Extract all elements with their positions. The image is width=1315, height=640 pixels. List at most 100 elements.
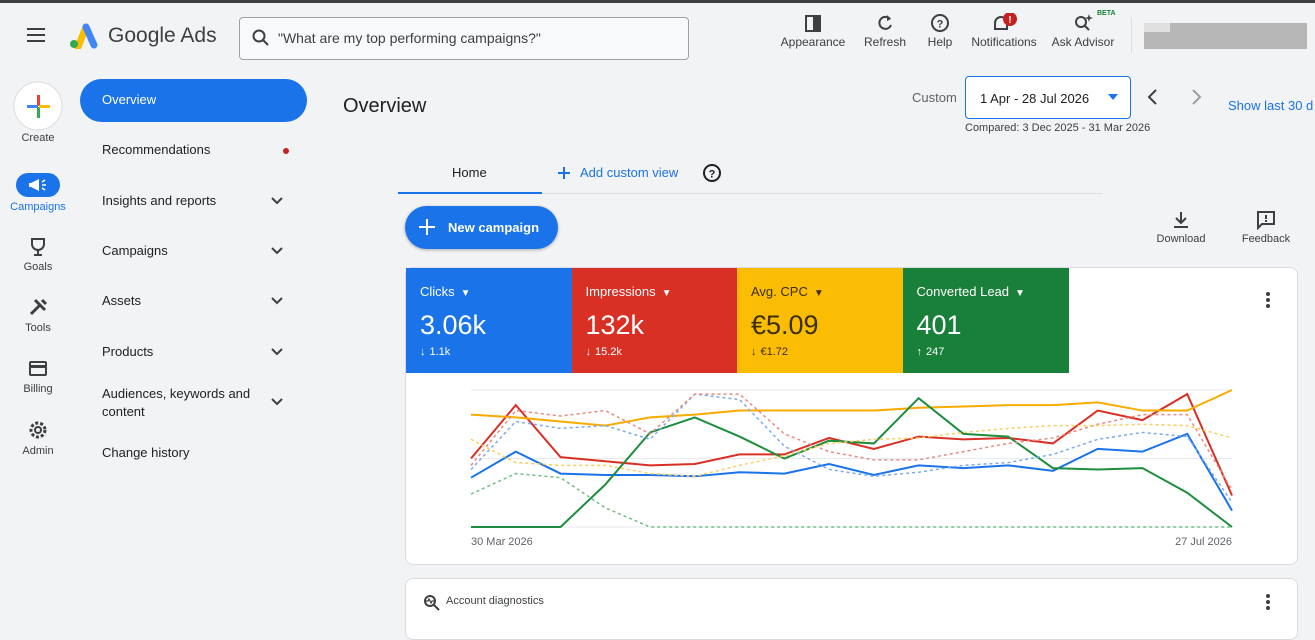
icon [1075,14,1093,31]
metric-label: Converted Lead [916,284,1010,299]
diagnostics-title: Account diagnostics [446,595,544,607]
performance-chart: 30 Mar 2026 27 Jul 2026 [470,389,1233,548]
nav-item[interactable]: Change history [102,445,190,460]
nav-item[interactable]: Assets [102,293,142,308]
icon [29,361,47,376]
dropdown-arrow: ▼ [460,288,471,299]
more-menu[interactable] [1262,291,1274,309]
tab-indicator [398,192,542,194]
top-border [0,0,1315,3]
tools-button[interactable]: Tools [0,297,76,334]
metric-label: Impressions [585,284,656,299]
account-redacted-edge [1144,23,1170,32]
metric-name: Clicks ▼ [420,284,471,299]
date-picker[interactable]: 1 Apr - 28 Jul 2026 [965,76,1131,119]
admin-button[interactable]: Admin [0,420,76,457]
dropdown-arrow: ▼ [661,288,672,299]
icon [31,238,45,256]
goals-button[interactable]: Goals [0,236,76,273]
metric-name: Impressions ▼ [586,284,672,299]
series-line [471,396,1233,528]
svg-text:?: ? [937,19,944,31]
dropdown-arrow: ▼ [1015,288,1025,299]
change-arrow: ↓ [420,346,426,358]
label: Refresh [863,35,907,49]
metric-tile[interactable]: Avg. CPC ▼ €5.09 ↓ €1.72 [737,268,903,373]
icon [16,173,60,197]
metric-change: ↑ 247 [917,346,945,358]
new-campaign-button[interactable]: New campaign [405,206,558,249]
nav-item[interactable]: Overview [102,92,157,107]
campaigns-button[interactable]: Campaigns [0,173,76,213]
dropdown-arrow [1108,94,1118,100]
diagnostics-icon [424,595,440,611]
icon [805,15,821,32]
series-line [470,423,1233,478]
date-label: Custom [912,90,957,105]
tab[interactable]: Home [452,165,487,180]
icon [13,81,63,131]
show-last-link[interactable]: Show last 30 d [1228,98,1314,113]
metric-tile[interactable]: Converted Lead ▼ 401 ↑ 247 [902,268,1069,373]
appearance-button[interactable]: Appearance [773,13,853,49]
change-value: 247 [926,346,945,358]
alert-dot [283,148,289,154]
nav-selected[interactable] [80,79,307,122]
metric-label: Clicks [420,284,455,299]
create-button[interactable]: Create [0,80,76,144]
x-tick-label: 27 Jul 2026 [1175,536,1232,548]
series-line [470,393,1233,491]
help-button[interactable]: ? Help [900,13,980,49]
next-button[interactable] [1189,88,1203,106]
help-icon[interactable]: ? [702,163,722,183]
label: Tools [25,322,51,334]
metric-change: ↓ €1.72 [751,346,788,358]
ask-advisor-button[interactable]: Ask Advisor [1043,13,1123,49]
account-redacted[interactable] [1144,23,1307,49]
change-arrow: ↓ [751,346,757,358]
tab[interactable]: Add custom view [580,165,679,180]
change-value: €1.72 [760,346,789,358]
nav-item[interactable]: Audiences, keywords and content [102,386,251,419]
prev-button[interactable] [1146,88,1160,106]
nav-item[interactable]: Products [102,344,154,359]
svg-text:?: ? [709,169,716,181]
icon [29,421,47,439]
label: Feedback [1241,233,1291,245]
product-name: Google Ads [108,24,217,47]
metric-tile[interactable]: Clicks ▼ 3.06k ↓ 1.1k [406,268,572,373]
metric-change: ↓ 15.2k [586,346,622,358]
label: Help [927,35,953,49]
series-line [470,432,1233,512]
refresh-button[interactable]: Refresh [845,13,925,49]
label: Create [21,132,55,144]
plus-icon [558,167,570,179]
label: Billing [23,383,53,395]
metric-tile[interactable]: Impressions ▼ 132k ↓ 15.2k [571,268,738,373]
series-line [470,392,1233,496]
menu-icon[interactable] [27,27,47,43]
svg-text:!: ! [1008,15,1011,26]
compared-range: Compared: 3 Dec 2025 - 31 Mar 2026 [965,122,1151,134]
nav-item[interactable]: Insights and reports [102,193,217,208]
search-placeholder: "What are my top performing campaigns?" [278,30,541,46]
notifications-button[interactable]: ! Notifications [964,13,1044,49]
nav-item[interactable]: Campaigns [102,243,168,258]
change-arrow: ↑ [916,346,923,358]
icon: ! [994,13,1017,30]
series-line [470,472,1232,528]
download-button[interactable]: Download [1148,210,1214,245]
more-menu[interactable] [1262,593,1274,611]
label: Goals [23,261,53,273]
search-box[interactable]: "What are my top performing campaigns?" [239,17,689,60]
tab-divider [398,193,1103,194]
change-value: 1.1k [429,346,451,358]
metric-label: Avg. CPC [751,284,808,299]
nav-item[interactable]: Recommendations [102,142,211,157]
label: Notifications [971,35,1037,49]
billing-button[interactable]: Billing [0,358,76,395]
feedback-button[interactable]: Feedback [1233,210,1299,245]
label: Appearance [780,35,846,49]
plus-icon [419,219,435,235]
